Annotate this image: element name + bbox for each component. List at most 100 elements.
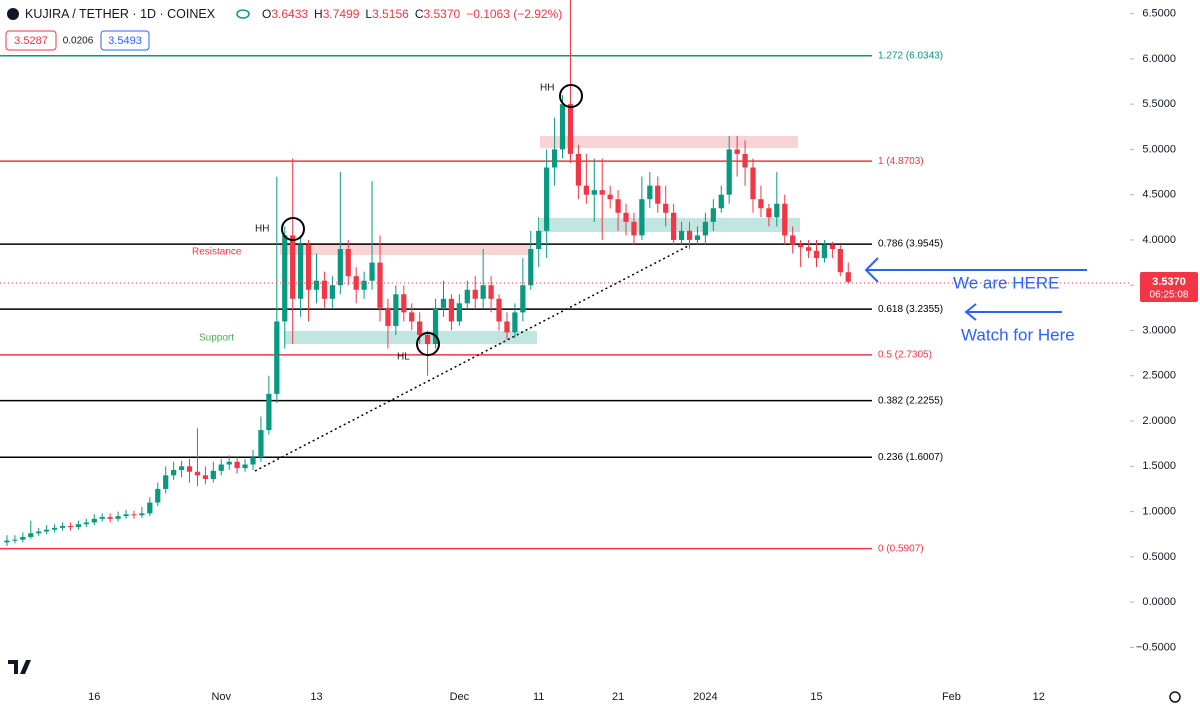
candle-body xyxy=(123,514,129,517)
candle-body xyxy=(464,289,470,304)
x-tick-label: 16 xyxy=(88,691,100,703)
candle-body xyxy=(51,527,58,530)
candle-body xyxy=(290,235,296,299)
candle-body xyxy=(520,285,526,313)
candle-body xyxy=(321,280,328,299)
candle-body xyxy=(710,208,716,222)
circle xyxy=(416,332,440,356)
fib-levels: 1.272 (6.0343) 1 (4.8703) 0.786 (3.9545) 0.… xyxy=(0,50,943,554)
candle-body xyxy=(242,464,248,469)
eye-icon[interactable] xyxy=(236,9,250,19)
candle-body xyxy=(377,262,383,308)
candle-body xyxy=(718,194,724,209)
y-tick-label: 5.0000 xyxy=(1142,143,1176,155)
circle xyxy=(559,84,583,108)
candle-body xyxy=(440,298,447,308)
logo xyxy=(7,8,19,20)
candle-body xyxy=(329,285,335,299)
candle-body xyxy=(599,190,605,195)
annotation: HH xyxy=(540,83,554,94)
candle-body xyxy=(36,531,42,534)
candle-body xyxy=(401,294,407,313)
candle-body xyxy=(171,469,177,476)
candle-body xyxy=(480,285,486,299)
candle-body xyxy=(91,518,97,523)
candle-body xyxy=(4,540,10,543)
candle-body xyxy=(647,185,653,200)
price-label-box xyxy=(1140,272,1198,302)
mid-zone xyxy=(540,218,800,232)
x-tick-label: 15 xyxy=(810,691,822,703)
y-tick-label: −0.5000 xyxy=(1136,641,1176,653)
candle-body xyxy=(59,526,66,528)
y-tick-label: 0.0000 xyxy=(1142,596,1176,608)
candle-body xyxy=(512,312,518,333)
candle-body xyxy=(186,466,193,472)
candle-body xyxy=(734,149,740,154)
level-label: 0 (0.5907) xyxy=(878,543,924,554)
y-tick-label: 1.0000 xyxy=(1142,505,1176,517)
y-axis: 6.50006.00005.50005.00004.50004.00003.50… xyxy=(1130,7,1176,653)
candle-body xyxy=(28,533,34,537)
candle-body xyxy=(782,203,788,236)
tv-logo xyxy=(8,660,31,674)
countdown: 06:25:08 xyxy=(1150,290,1189,301)
candle-body xyxy=(163,475,169,489)
candle-body xyxy=(67,526,74,528)
candle-body xyxy=(615,199,621,213)
candle-body xyxy=(559,104,566,150)
candle-body xyxy=(798,244,804,248)
value: 3.5156 xyxy=(372,7,409,21)
candle-body xyxy=(107,517,113,519)
ask-box[interactable] xyxy=(100,30,150,51)
y-tick-label: 1.5000 xyxy=(1142,460,1176,472)
candle-body xyxy=(456,303,462,322)
candle-body xyxy=(194,471,201,476)
label: O xyxy=(262,7,271,21)
candle-body xyxy=(805,247,812,251)
candle-body xyxy=(226,461,232,465)
level-label: 0.382 (2.2255) xyxy=(878,395,943,406)
y-tick-label: 5.5000 xyxy=(1142,98,1176,110)
annotation: Resistance xyxy=(192,247,242,258)
candle-body xyxy=(139,513,145,516)
candle-body xyxy=(551,149,558,168)
candle-body xyxy=(155,488,161,503)
candle-body xyxy=(671,212,677,240)
settings-icon[interactable] xyxy=(1169,691,1181,703)
candle-body xyxy=(417,321,423,336)
x-tick-label: Feb xyxy=(942,691,961,703)
arrows xyxy=(864,257,1087,321)
candle-body xyxy=(536,230,542,250)
candle-body xyxy=(774,203,780,218)
x-tick-label: 2024 xyxy=(693,691,717,703)
candle-body xyxy=(742,153,748,168)
x-tick-label: 12 xyxy=(1033,691,1045,703)
spread: 0.0206 xyxy=(63,36,94,47)
label: C xyxy=(415,7,424,21)
ask: 3.5493 xyxy=(108,35,142,47)
candle-body xyxy=(583,185,589,195)
candle-body xyxy=(393,294,399,326)
level-label: 1 (4.8703) xyxy=(878,156,924,167)
candle-body xyxy=(591,190,597,195)
ohlc: O3.6433 H3.7499 L3.5156 C3.5370 −0.1063 (−2.… xyxy=(262,7,562,21)
candle-body xyxy=(202,475,209,479)
candle-body xyxy=(726,149,732,195)
candle-body xyxy=(639,199,645,236)
candle-body xyxy=(234,461,240,469)
annotation: Watch for Here xyxy=(961,325,1075,344)
last-price: 3.5370 xyxy=(1152,276,1186,288)
value: 3.5370 xyxy=(423,7,460,21)
candle-body xyxy=(282,235,288,322)
candle-body xyxy=(837,249,843,273)
annotation: We are HERE xyxy=(953,273,1059,292)
arrow xyxy=(964,303,1062,321)
candle-body xyxy=(266,393,272,431)
level-label: 0.786 (3.9545) xyxy=(878,239,943,250)
x-axis: 16 Nov 13 Dec 11 21 2024 15 Feb 12 xyxy=(88,691,1045,703)
candle-body xyxy=(20,536,26,540)
bid-box[interactable] xyxy=(5,30,57,51)
x-tick-label: Dec xyxy=(450,691,470,703)
candle-body xyxy=(361,280,367,290)
